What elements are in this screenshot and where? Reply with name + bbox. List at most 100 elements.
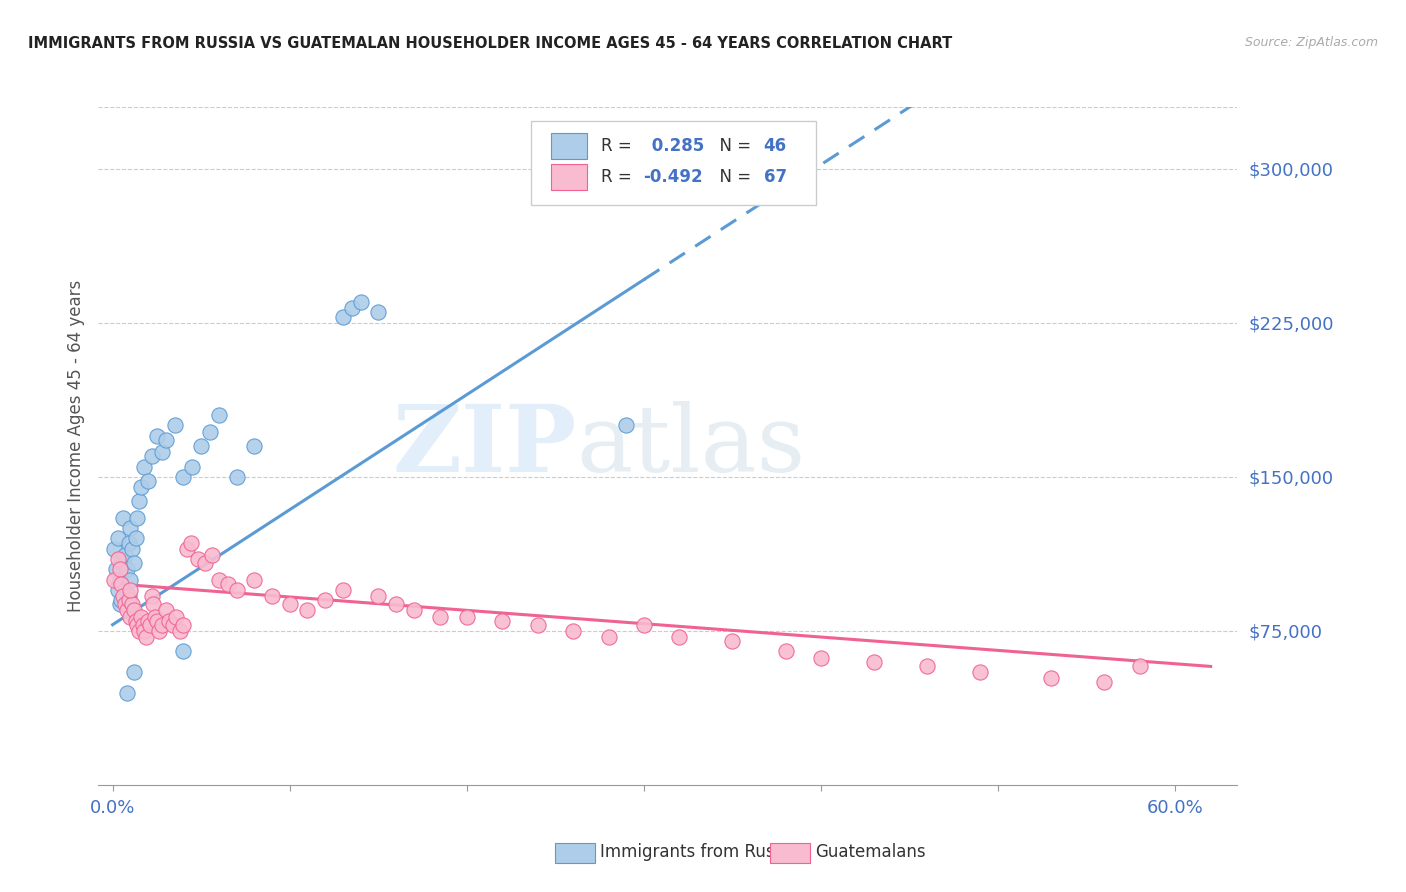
Point (148, 624, 170, 638)
Point (172, 644, 194, 658)
Point (120, 573, 142, 587)
Point (155, 433, 177, 447)
Text: Source: ZipAtlas.com: Source: ZipAtlas.com (1244, 36, 1378, 49)
Point (128, 494, 150, 508)
Point (491, 614, 513, 628)
Point (332, 582, 354, 597)
Point (129, 609, 152, 624)
Text: Immigrants from Russia: Immigrants from Russia (600, 843, 799, 861)
Point (134, 624, 156, 638)
Text: 46: 46 (763, 136, 786, 154)
Point (297, 603, 319, 617)
Point (194, 556, 217, 570)
Point (150, 617, 173, 632)
Point (121, 597, 143, 611)
Point (114, 548, 136, 562)
Point (131, 617, 153, 632)
Point (107, 552, 129, 566)
Point (105, 562, 128, 576)
Point (142, 597, 165, 611)
Point (128, 624, 150, 638)
Point (107, 532, 129, 546)
Point (115, 597, 138, 611)
Point (917, 658, 939, 673)
Point (169, 624, 191, 638)
Point (314, 593, 336, 607)
Point (243, 439, 266, 453)
Point (120, 609, 142, 624)
Text: -0.492: -0.492 (643, 168, 703, 186)
Point (134, 459, 156, 474)
Point (278, 597, 301, 611)
Point (198, 425, 221, 439)
Point (155, 603, 177, 617)
Point (108, 562, 131, 576)
Point (633, 617, 655, 632)
Point (103, 541, 125, 556)
Point (122, 556, 145, 570)
Point (110, 576, 132, 591)
Point (136, 614, 159, 628)
Text: ZIP: ZIP (392, 401, 576, 491)
Point (114, 582, 136, 597)
Point (340, 301, 363, 316)
Point (115, 562, 138, 576)
Point (969, 665, 991, 679)
Point (208, 408, 231, 422)
Point (225, 470, 247, 484)
Point (385, 597, 408, 611)
Point (863, 655, 886, 669)
Point (108, 573, 131, 587)
Point (143, 609, 166, 624)
Text: N =: N = (709, 136, 756, 154)
Point (124, 614, 146, 628)
Point (187, 552, 209, 566)
Point (117, 589, 139, 603)
Point (181, 459, 204, 474)
Point (110, 552, 132, 566)
Point (208, 573, 231, 587)
Point (122, 665, 145, 679)
Point (110, 593, 132, 607)
Point (172, 617, 194, 632)
Point (176, 541, 198, 556)
FancyBboxPatch shape (531, 120, 815, 205)
Point (367, 589, 389, 603)
Point (810, 650, 832, 665)
Text: atlas: atlas (576, 401, 806, 491)
Point (117, 535, 139, 549)
Point (402, 603, 425, 617)
Text: IMMIGRANTS FROM RUSSIA VS GUATEMALAN HOUSEHOLDER INCOME AGES 45 - 64 YEARS CORRE: IMMIGRANTS FROM RUSSIA VS GUATEMALAN HOU… (28, 36, 952, 51)
Point (332, 310, 354, 324)
Point (225, 582, 247, 597)
Point (614, 418, 637, 433)
Point (120, 582, 142, 597)
Point (122, 603, 145, 617)
Point (165, 609, 187, 624)
Point (201, 548, 224, 562)
Point (1129, 658, 1152, 673)
Point (562, 624, 585, 638)
Point (349, 295, 371, 310)
Point (456, 609, 478, 624)
Point (103, 573, 125, 587)
Point (129, 480, 152, 494)
Point (146, 428, 169, 442)
FancyBboxPatch shape (551, 133, 586, 159)
Point (163, 418, 186, 433)
Point (120, 521, 142, 535)
Point (775, 644, 797, 658)
Point (146, 614, 169, 628)
Point (112, 511, 135, 525)
Text: Guatemalans: Guatemalans (815, 843, 927, 861)
Point (172, 470, 194, 484)
Point (162, 617, 184, 632)
Text: 67: 67 (763, 168, 786, 186)
Text: R =: R = (600, 168, 637, 186)
Y-axis label: Householder Income Ages 45 - 64 years: Householder Income Ages 45 - 64 years (66, 280, 84, 612)
Point (124, 532, 146, 546)
Point (115, 685, 138, 699)
Point (112, 556, 135, 570)
Point (136, 474, 159, 488)
Point (190, 439, 212, 453)
